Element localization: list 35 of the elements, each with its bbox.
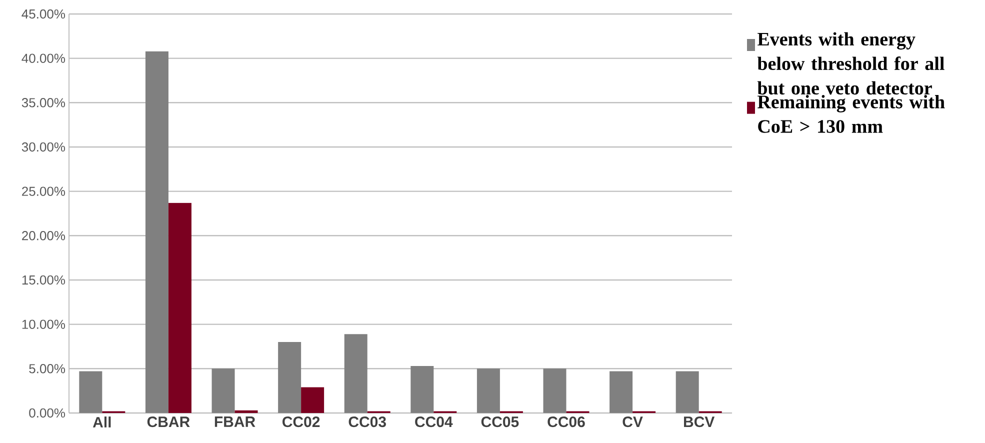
x-tick-label: CC04 (415, 416, 453, 428)
x-tick-label: All (92, 416, 111, 428)
bar (410, 366, 434, 413)
x-tick-label: BCV (684, 416, 715, 428)
bar (543, 368, 566, 413)
legend-label: Events with energy below threshold for all but one veto detector (757, 32, 944, 95)
bar (79, 371, 102, 413)
x-tick-label: CC03 (348, 416, 386, 428)
bar (278, 342, 302, 413)
bar (476, 368, 500, 413)
y-tick-label: 45.00% (22, 9, 66, 19)
bar (234, 410, 258, 413)
y-tick-label: 30.00% (22, 142, 66, 152)
x-tick-label: FBAR (214, 416, 256, 427)
bar (145, 51, 168, 413)
bar (168, 202, 192, 413)
y-tick-label: 25.00% (22, 186, 66, 196)
bar (676, 371, 699, 413)
y-tick-label: 0.00% (29, 408, 66, 418)
legend-label: Remaining events with CoE > 130 mm (758, 95, 945, 133)
y-tick-label: 5.00% (29, 364, 66, 374)
y-tick-label: 40.00% (22, 54, 66, 63)
y-tick-label: 15.00% (22, 275, 66, 285)
y-tick-label: 35.00% (22, 98, 66, 108)
x-tick-label: CBAR (147, 416, 190, 428)
y-tick-label: 10.00% (22, 320, 66, 329)
x-tick-label: CC02 (282, 416, 320, 428)
bar (344, 334, 368, 413)
y-tick-label: 20.00% (22, 231, 66, 240)
bar (301, 387, 324, 413)
bar (212, 368, 235, 413)
x-tick-label: CC05 (481, 416, 519, 428)
x-tick-label: CV (622, 416, 643, 428)
x-tick-label: CC06 (548, 416, 585, 428)
bar (610, 371, 633, 413)
